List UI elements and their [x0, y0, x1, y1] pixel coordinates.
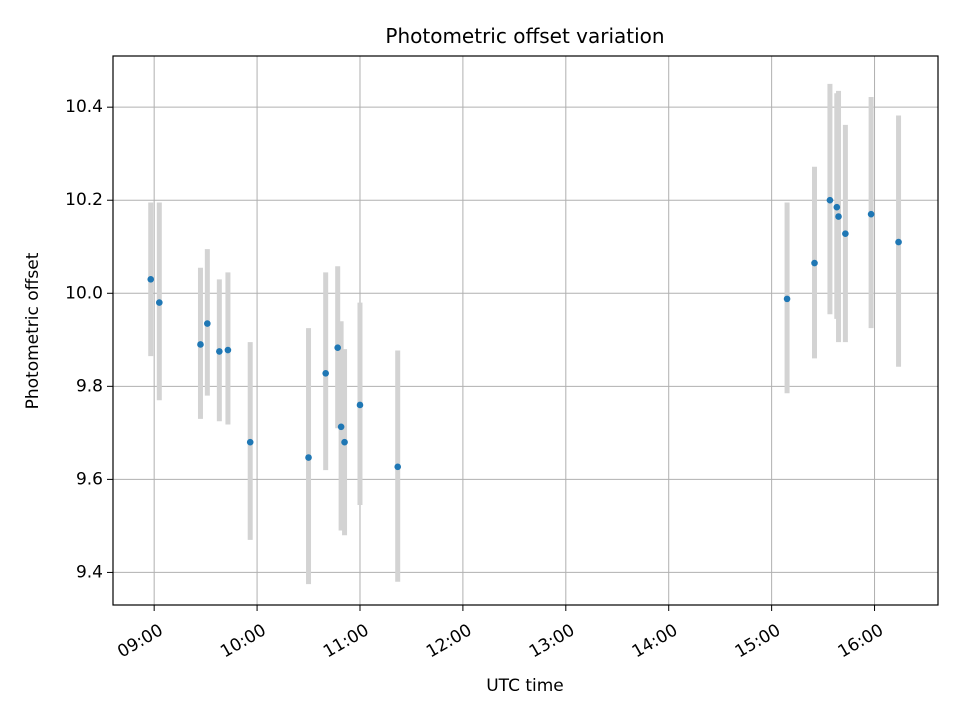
x-tick-label: 10:00: [217, 620, 269, 662]
data-point: [783, 295, 791, 303]
y-axis-label: Photometric offset: [23, 252, 43, 409]
data-point: [835, 213, 842, 220]
x-tick-label: 14:00: [629, 620, 681, 662]
data-point: [811, 259, 818, 267]
y-tick-label: 9.8: [76, 376, 103, 396]
data-points: [147, 196, 902, 471]
data-point: [147, 276, 155, 283]
x-tick-label: 11:00: [320, 620, 372, 662]
x-tick-label: 12:00: [423, 620, 475, 662]
plot-frame: [112, 55, 939, 606]
y-tick-label: 10.0: [65, 283, 103, 303]
data-point: [341, 438, 348, 446]
data-point: [224, 346, 232, 354]
x-tick-label: 09:00: [114, 620, 166, 662]
data-point: [334, 344, 341, 352]
x-tick-label: 16:00: [835, 620, 887, 662]
x-tick-label: 15:00: [732, 620, 784, 662]
y-tick-label: 9.6: [76, 469, 103, 489]
y-tick-label: 9.4: [76, 562, 103, 582]
data-point: [246, 438, 254, 446]
data-point: [394, 463, 402, 471]
y-tick-label: 10.4: [65, 97, 103, 117]
data-point: [337, 423, 345, 431]
data-point: [204, 320, 211, 327]
x-tick-label: 13:00: [526, 620, 578, 662]
data-point: [197, 341, 204, 348]
x-axis-ticks: 09:00 10:00 11:00 12:00 13:00 14:00 15:00 16:00: [114, 605, 887, 662]
data-point: [895, 238, 902, 246]
x-axis-label: UTC time: [486, 676, 564, 696]
data-point: [842, 230, 849, 238]
errorbars: [148, 83, 902, 585]
y-tick-label: 10.2: [65, 190, 103, 210]
data-point: [833, 203, 841, 211]
data-point: [356, 401, 364, 409]
chart-title: Photometric offset variation: [385, 24, 664, 48]
data-point: [305, 454, 312, 461]
y-axis-ticks: 9.4 9.6 9.8 10.0 10.2 10.4: [65, 97, 113, 582]
data-point: [867, 210, 875, 218]
data-point: [216, 348, 223, 355]
data-point: [156, 299, 163, 306]
data-point: [826, 196, 834, 204]
data-point: [322, 370, 329, 377]
